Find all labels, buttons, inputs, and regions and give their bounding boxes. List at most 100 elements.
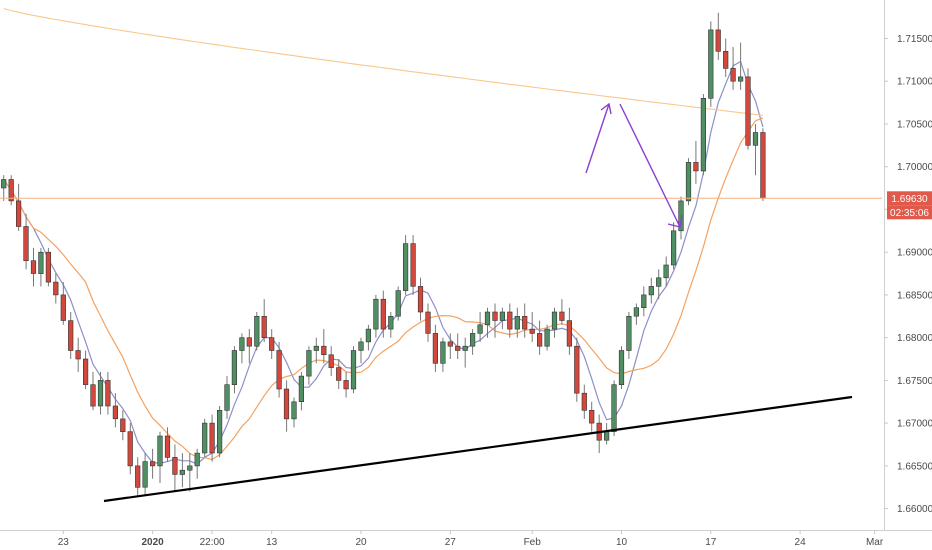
candle-body bbox=[388, 315, 394, 330]
price-tick-label: 1.66000 bbox=[897, 504, 932, 515]
projection-arrow-up bbox=[585, 102, 612, 174]
candle bbox=[8, 175, 14, 206]
candle bbox=[633, 303, 639, 325]
candle bbox=[231, 346, 238, 394]
candle bbox=[574, 337, 580, 402]
candle bbox=[641, 286, 647, 317]
candle bbox=[477, 312, 483, 342]
candle bbox=[202, 418, 208, 458]
candle bbox=[53, 273, 59, 304]
candle bbox=[656, 269, 662, 300]
candle-body bbox=[68, 320, 74, 351]
candle bbox=[395, 286, 401, 321]
candle-body bbox=[492, 311, 498, 321]
support-trendline bbox=[103, 395, 853, 503]
candle bbox=[365, 324, 372, 351]
time-tick-label: Mar bbox=[866, 537, 884, 548]
candle bbox=[373, 294, 379, 338]
candle bbox=[484, 307, 491, 338]
candle-body bbox=[373, 298, 379, 330]
candle bbox=[551, 307, 558, 338]
candle-body bbox=[283, 388, 290, 420]
candle-body bbox=[581, 392, 587, 411]
candle-body bbox=[75, 350, 81, 360]
last-price-badge: 1.69630 02:35:06 bbox=[887, 191, 932, 220]
candle bbox=[135, 457, 141, 496]
time-ticks: 23 2020 22:00 13 20 27 Feb 10 17 24 Mar bbox=[58, 530, 884, 548]
candle-body bbox=[752, 132, 759, 146]
candle-body bbox=[157, 435, 163, 467]
candle-body bbox=[715, 29, 721, 52]
candle-body bbox=[499, 311, 506, 321]
candle bbox=[157, 431, 163, 483]
candle bbox=[150, 448, 156, 479]
candle-body bbox=[678, 200, 684, 232]
candle bbox=[172, 444, 178, 492]
candle bbox=[760, 128, 766, 201]
candle bbox=[164, 427, 171, 462]
candle-body bbox=[462, 345, 468, 351]
candle bbox=[589, 401, 595, 432]
candle-body bbox=[656, 277, 662, 287]
candle bbox=[142, 453, 148, 496]
candle bbox=[455, 333, 461, 359]
candle bbox=[715, 12, 721, 60]
candle-body bbox=[127, 431, 133, 467]
candle bbox=[708, 21, 714, 107]
candle bbox=[179, 453, 185, 488]
candle bbox=[514, 307, 520, 338]
candle bbox=[187, 453, 193, 492]
candle bbox=[45, 247, 51, 287]
candle-body bbox=[224, 384, 230, 411]
candle bbox=[499, 307, 506, 330]
candle-body bbox=[402, 243, 409, 291]
candle-body bbox=[239, 337, 245, 351]
candle-body bbox=[313, 345, 319, 351]
candle bbox=[269, 329, 275, 359]
candle-body bbox=[551, 311, 558, 330]
drawings bbox=[103, 102, 853, 503]
candle-body bbox=[187, 465, 193, 471]
candle-body bbox=[194, 452, 200, 467]
price-tick-label: 1.68500 bbox=[897, 290, 932, 301]
candle-body bbox=[380, 298, 386, 330]
candle-body bbox=[30, 260, 37, 274]
candle bbox=[224, 376, 230, 419]
price-tick-label: 1.68000 bbox=[897, 333, 932, 344]
candle-body bbox=[112, 405, 118, 420]
candle-body bbox=[723, 50, 729, 69]
candle-body bbox=[53, 281, 59, 296]
candle-body bbox=[708, 29, 714, 99]
candle bbox=[23, 213, 29, 270]
time-tick-label: Feb bbox=[524, 537, 542, 548]
time-tick-label: 24 bbox=[795, 537, 807, 548]
candle bbox=[544, 324, 550, 351]
candle-body bbox=[425, 311, 431, 334]
candle bbox=[209, 414, 215, 462]
candle bbox=[90, 371, 96, 411]
candle bbox=[417, 277, 424, 321]
candle-body bbox=[38, 251, 44, 274]
candle-body bbox=[336, 367, 342, 381]
candle-body bbox=[440, 341, 446, 364]
candle-body bbox=[358, 341, 364, 351]
candle-body bbox=[269, 337, 275, 351]
candle-body bbox=[202, 422, 208, 454]
candle bbox=[328, 346, 334, 377]
time-tick-label: 10 bbox=[616, 537, 628, 548]
candle bbox=[358, 337, 364, 364]
time-tick-label: 23 bbox=[58, 537, 70, 548]
price-tick-label: 1.67500 bbox=[897, 376, 932, 387]
candle-body bbox=[306, 350, 312, 377]
candle bbox=[75, 337, 81, 372]
candle bbox=[693, 141, 699, 184]
last-price-label: 1.69630 bbox=[891, 194, 928, 205]
candle-body bbox=[83, 358, 89, 385]
price-tick-label: 1.70000 bbox=[897, 162, 932, 173]
candle-body bbox=[105, 380, 111, 407]
candle bbox=[522, 303, 528, 338]
candle bbox=[730, 47, 736, 90]
candle-body bbox=[469, 333, 476, 347]
candle-body bbox=[685, 162, 692, 202]
